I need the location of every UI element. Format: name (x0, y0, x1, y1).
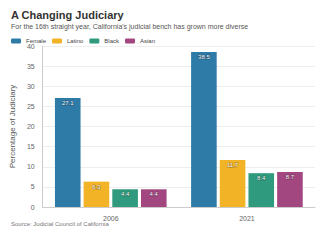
svg-text:A Changing Judiciary: A Changing Judiciary (11, 9, 125, 21)
svg-text:Black: Black (104, 38, 120, 44)
svg-text:4.4: 4.4 (121, 191, 130, 197)
svg-text:30: 30 (27, 83, 35, 90)
svg-text:40: 40 (26, 42, 35, 50)
svg-text:15: 15 (27, 143, 35, 150)
svg-text:0: 0 (31, 204, 35, 211)
svg-text:For the 16th straight year, Ca: For the 16th straight year, California's… (11, 23, 248, 31)
svg-text:Source: Judicial Council of Ca: Source: Judicial Council of California (11, 221, 109, 227)
svg-text:25: 25 (27, 103, 35, 110)
svg-text:11.7: 11.7 (227, 162, 239, 168)
svg-text:Percentage of Judiciary: Percentage of Judiciary (8, 85, 17, 169)
svg-text:8.7: 8.7 (286, 174, 295, 180)
svg-text:27.1: 27.1 (62, 100, 74, 106)
svg-text:38.5: 38.5 (198, 54, 210, 60)
svg-text:Asian: Asian (140, 38, 155, 44)
svg-text:6.3: 6.3 (92, 184, 101, 190)
svg-text:2006: 2006 (103, 215, 119, 222)
svg-text:Latino: Latino (67, 38, 84, 44)
svg-text:8.4: 8.4 (257, 175, 266, 181)
svg-text:4.4: 4.4 (150, 191, 159, 197)
svg-text:10: 10 (27, 163, 35, 170)
svg-text:35: 35 (27, 63, 35, 70)
svg-text:20: 20 (27, 123, 35, 130)
svg-text:2021: 2021 (239, 215, 255, 222)
svg-text:Female: Female (26, 38, 47, 44)
svg-text:5: 5 (31, 183, 35, 190)
